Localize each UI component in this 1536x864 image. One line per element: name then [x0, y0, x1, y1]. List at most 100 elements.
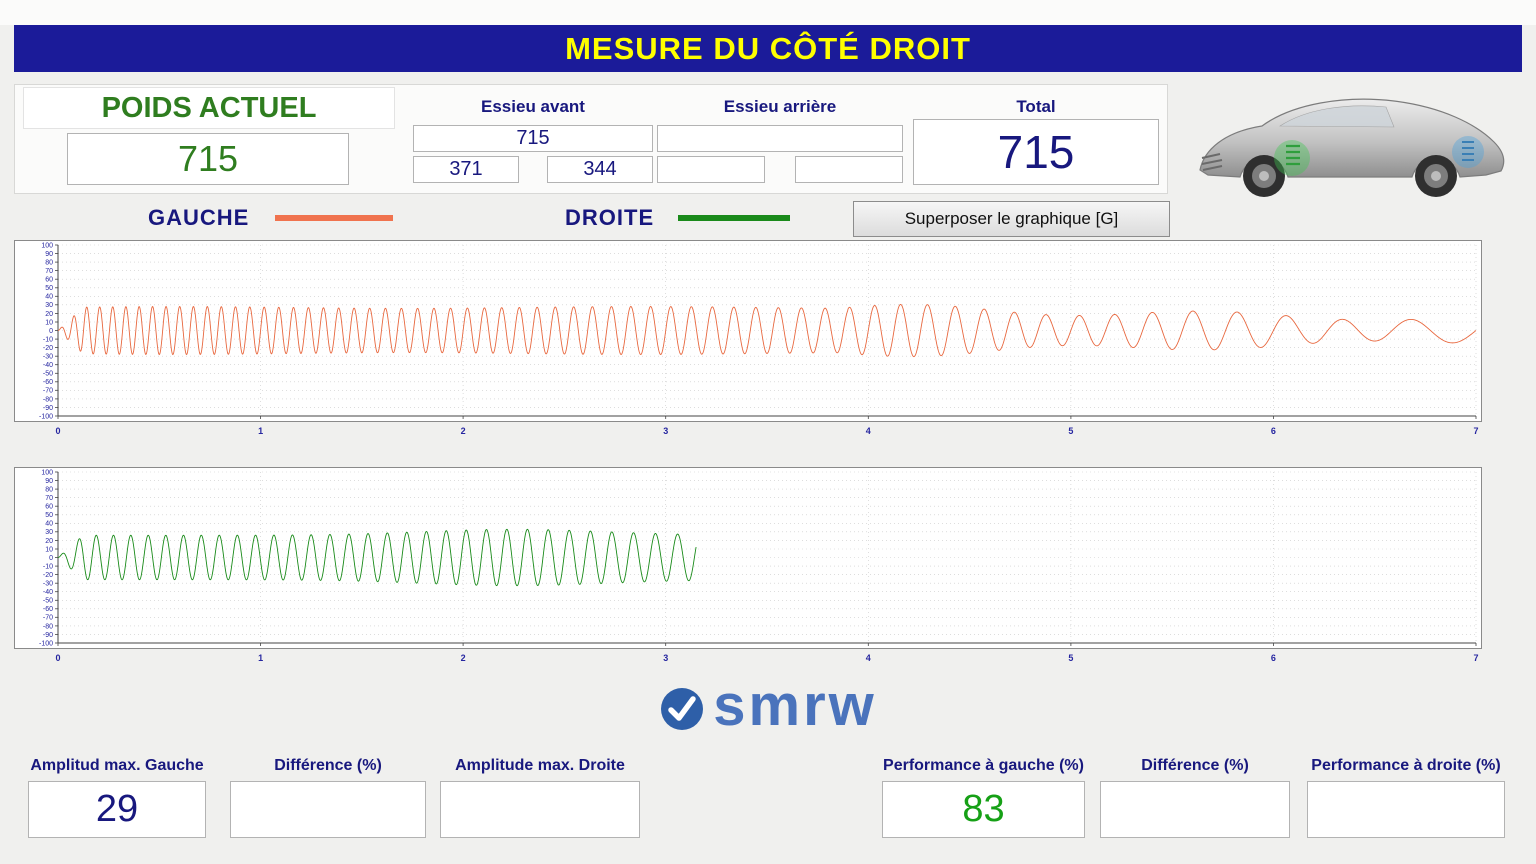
essieu-avant-total-field: 715: [413, 125, 653, 152]
amplitude-max-droite-field: [440, 781, 640, 838]
droite-signal-chart: 100 90 80 70 60 50 40 30 20 10 0 -10 -20 -30 -40 -50 -60…: [14, 467, 1482, 667]
svg-text:-30: -30: [43, 581, 53, 588]
svg-text:1: 1: [258, 426, 263, 436]
svg-text:-40: -40: [43, 589, 53, 596]
svg-text:50: 50: [45, 512, 53, 519]
essieu-avant-left-field: 371: [413, 156, 519, 183]
legend-droite-label: DROITE: [565, 205, 655, 230]
svg-text:-10: -10: [43, 564, 53, 571]
superpose-graph-button[interactable]: Superposer le graphique [G]: [853, 201, 1170, 237]
difference-performance-field: [1100, 781, 1290, 838]
essieu-arriere-right-field: [795, 156, 903, 183]
smrw-logo: smrw: [0, 676, 1536, 742]
svg-text:-50: -50: [43, 598, 53, 605]
performance-droite-label: Performance à droite (%): [1311, 757, 1501, 774]
svg-text:-80: -80: [43, 623, 53, 630]
amplitude-max-droite-label: Amplitude max. Droite: [455, 757, 625, 774]
svg-text:4: 4: [866, 653, 871, 663]
droite-signal-svg: 1009080706050403020100-10-20-30-40-50-60…: [14, 467, 1482, 663]
essieu-arriere-label: Essieu arrière: [723, 97, 837, 116]
performance-gauche-field: 83: [882, 781, 1085, 838]
legend-gauche-swatch: [275, 215, 393, 221]
vehicle-image: [1182, 80, 1514, 208]
legend-gauche-label: GAUCHE: [148, 205, 250, 230]
svg-text:-90: -90: [43, 632, 53, 639]
svg-text:80: 80: [45, 487, 53, 494]
svg-text:-90: -90: [43, 405, 53, 412]
svg-text:1: 1: [258, 653, 263, 663]
window-top-strip: [0, 0, 1536, 25]
gauche-signal-svg: 1009080706050403020100-10-20-30-40-50-60…: [14, 240, 1482, 436]
weights-panel: POIDS ACTUEL 715 Essieu avant 715 371 34…: [14, 84, 1168, 194]
svg-text:-50: -50: [43, 371, 53, 378]
amplitude-max-gauche-field: 29: [28, 781, 206, 838]
svg-text:-80: -80: [43, 396, 53, 403]
svg-text:30: 30: [45, 529, 53, 536]
car-illustration-svg: [1199, 98, 1505, 197]
svg-text:2: 2: [461, 653, 466, 663]
svg-text:40: 40: [45, 521, 53, 528]
poids-actuel-value: 715: [67, 133, 349, 185]
svg-text:60: 60: [45, 504, 53, 511]
svg-text:7: 7: [1473, 426, 1478, 436]
essieu-arriere-total-field: [657, 125, 903, 152]
difference-amplitude-field: [230, 781, 426, 838]
svg-text:-70: -70: [43, 615, 53, 622]
svg-text:-100: -100: [39, 413, 53, 420]
svg-text:50: 50: [45, 285, 53, 292]
svg-text:7: 7: [1473, 653, 1478, 663]
difference-amplitude-label: Différence (%): [274, 757, 382, 774]
svg-text:-40: -40: [43, 362, 53, 369]
svg-text:0: 0: [49, 555, 53, 562]
svg-text:90: 90: [45, 478, 53, 485]
total-value-field: 715: [913, 119, 1159, 185]
svg-text:-100: -100: [39, 640, 53, 647]
svg-text:-20: -20: [43, 345, 53, 352]
svg-text:-60: -60: [43, 606, 53, 613]
difference-performance-label: Différence (%): [1141, 757, 1249, 774]
svg-text:20: 20: [45, 311, 53, 318]
svg-text:0: 0: [55, 653, 60, 663]
svg-text:70: 70: [45, 268, 53, 275]
poids-actuel-label: POIDS ACTUEL: [23, 87, 395, 129]
svg-text:5: 5: [1068, 426, 1073, 436]
svg-text:6: 6: [1271, 426, 1276, 436]
svg-text:70: 70: [45, 495, 53, 502]
page-title: MESURE DU CÔTÉ DROIT: [565, 30, 971, 66]
svg-text:6: 6: [1271, 653, 1276, 663]
essieu-avant-label: Essieu avant: [481, 97, 585, 116]
svg-text:3: 3: [663, 653, 668, 663]
svg-text:-30: -30: [43, 354, 53, 361]
title-banner: MESURE DU CÔTÉ DROIT: [14, 25, 1522, 72]
svg-text:0: 0: [49, 328, 53, 335]
svg-text:5: 5: [1068, 653, 1073, 663]
svg-text:40: 40: [45, 294, 53, 301]
svg-text:100: 100: [41, 242, 53, 249]
svg-text:10: 10: [45, 546, 53, 553]
svg-text:10: 10: [45, 319, 53, 326]
essieu-arriere-left-field: [657, 156, 765, 183]
svg-text:4: 4: [866, 426, 871, 436]
svg-text:-20: -20: [43, 572, 53, 579]
svg-text:60: 60: [45, 277, 53, 284]
performance-droite-field: [1307, 781, 1505, 838]
svg-text:2: 2: [461, 426, 466, 436]
svg-text:80: 80: [45, 260, 53, 267]
svg-text:90: 90: [45, 251, 53, 258]
amplitude-max-gauche-label: Amplitud max. Gauche: [30, 757, 204, 774]
performance-gauche-label: Performance à gauche (%): [883, 757, 1084, 774]
svg-text:20: 20: [45, 538, 53, 545]
essieu-avant-right-field: 344: [547, 156, 653, 183]
gauche-signal-chart: 100 90 80 70 60 50 40 30 20 10 0 -10 -20 -30 -40 -50 -60…: [14, 240, 1482, 440]
total-label: Total: [1016, 97, 1056, 116]
svg-text:30: 30: [45, 302, 53, 309]
svg-text:-60: -60: [43, 379, 53, 386]
svg-text:0: 0: [55, 426, 60, 436]
svg-text:3: 3: [663, 426, 668, 436]
svg-text:-70: -70: [43, 388, 53, 395]
legend-droite-swatch: [678, 215, 790, 221]
logo-check-icon: [661, 688, 704, 730]
svg-text:100: 100: [41, 469, 53, 476]
logo-wordmark: smrw: [713, 673, 877, 738]
